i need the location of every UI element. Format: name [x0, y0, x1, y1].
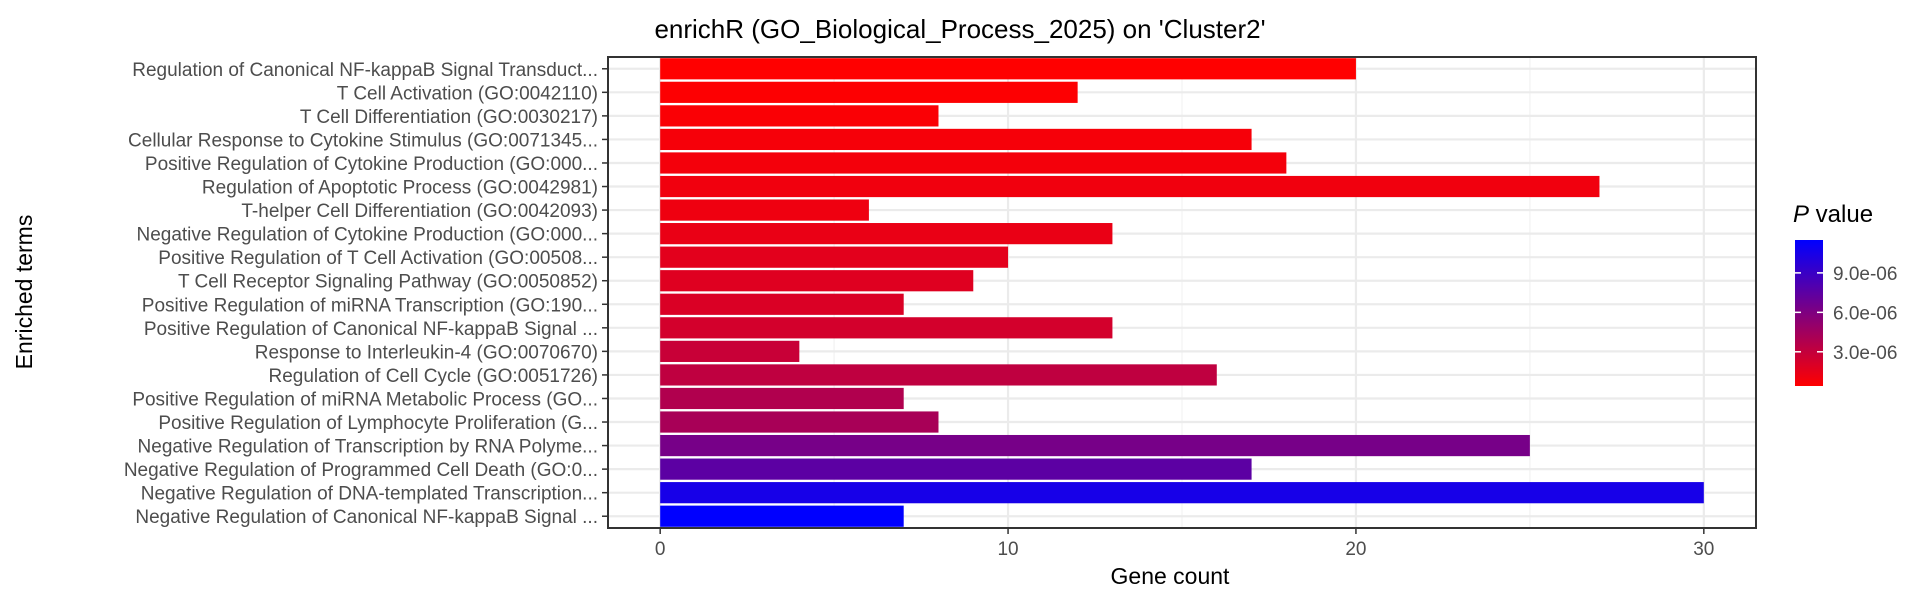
bar: [660, 364, 1217, 386]
legend-tick-label: 6.0e-06: [1833, 303, 1897, 324]
y-tick-label: Negative Regulation of Canonical NF-kapp…: [135, 507, 598, 528]
x-axis-label: Gene count: [1111, 563, 1231, 589]
y-tick-label: Positive Regulation of miRNA Metabolic P…: [132, 389, 598, 410]
legend-tick-label: 3.0e-06: [1833, 343, 1897, 364]
y-tick-label: Regulation of Cell Cycle (GO:0051726): [268, 366, 598, 387]
x-tick-label: 30: [1693, 539, 1714, 560]
x-tick-label: 20: [1345, 539, 1366, 560]
y-axis-label: Enriched terms: [11, 215, 37, 370]
bar: [660, 105, 939, 127]
y-tick-label: Positive Regulation of miRNA Transcripti…: [142, 295, 598, 316]
y-tick-label: T Cell Differentiation (GO:0030217): [300, 107, 598, 128]
y-tick-label: Negative Regulation of Transcription by …: [138, 437, 598, 458]
y-tick-label: Positive Regulation of Cytokine Producti…: [145, 154, 598, 175]
bar: [660, 81, 1078, 103]
bar: [660, 458, 1252, 480]
y-tick-label: Positive Regulation of T Cell Activation…: [158, 248, 598, 269]
legend-title-italic: P: [1793, 201, 1809, 228]
x-tick-label: 0: [655, 539, 666, 560]
y-tick-label: T-helper Cell Differentiation (GO:004209…: [241, 201, 598, 222]
legend: P value 3.0e-06 6.0e-06 9.0e-06: [1793, 201, 1897, 386]
y-tick-label: T Cell Receptor Signaling Pathway (GO:00…: [178, 272, 598, 293]
bar: [660, 411, 939, 433]
bar: [660, 58, 1356, 80]
y-tick-label: Regulation of Apoptotic Process (GO:0042…: [202, 178, 598, 199]
bar: [660, 270, 974, 292]
bar: [660, 293, 904, 315]
y-tick-label: Negative Regulation of DNA-templated Tra…: [141, 484, 598, 505]
bar: [660, 246, 1009, 268]
panel-border: [607, 56, 1757, 529]
bar: [660, 152, 1287, 174]
legend-title-rest: value: [1809, 201, 1873, 228]
bar: [660, 317, 1113, 339]
y-tick-label: Cellular Response to Cytokine Stimulus (…: [128, 130, 598, 151]
chart-title: enrichR (GO_Biological_Process_2025) on …: [654, 14, 1265, 44]
bar: [660, 434, 1530, 457]
y-tick-label: Positive Regulation of Lymphocyte Prolif…: [158, 413, 598, 434]
legend-tick-label: 9.0e-06: [1833, 264, 1897, 285]
bar: [660, 199, 869, 221]
y-tick-label: Regulation of Canonical NF-kappaB Signal…: [132, 60, 598, 81]
y-tick-label: Response to Interleukin-4 (GO:0070670): [255, 342, 598, 363]
y-tick-label: Negative Regulation of Programmed Cell D…: [124, 460, 598, 481]
bar: [660, 128, 1252, 151]
bar: [660, 482, 1704, 504]
y-tick-label: Positive Regulation of Canonical NF-kapp…: [144, 319, 598, 340]
legend-title: P value: [1793, 201, 1873, 228]
y-tick-label: Negative Regulation of Cytokine Producti…: [136, 225, 598, 246]
legend-ticks: 3.0e-06 6.0e-06 9.0e-06: [1795, 264, 1897, 364]
x-tick-label: 10: [997, 539, 1018, 560]
y-tick-label: T Cell Activation (GO:0042110): [337, 83, 598, 104]
bar: [660, 175, 1600, 198]
bar: [660, 223, 1113, 245]
plot-area: Regulation of Canonical NF-kappaB Signal…: [124, 56, 1757, 560]
bar: [660, 340, 800, 362]
bar: [660, 505, 904, 527]
bar: [660, 387, 904, 410]
